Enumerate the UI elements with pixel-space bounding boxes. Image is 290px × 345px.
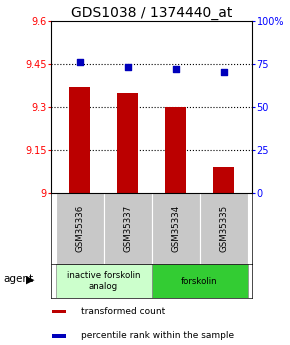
Bar [117,92,138,193]
Point [173,66,178,72]
Bar [69,87,90,193]
Title: GDS1038 / 1374440_at: GDS1038 / 1374440_at [71,6,232,20]
Point [221,70,226,75]
Text: GSM35336: GSM35336 [75,205,84,252]
Bar [52,334,66,337]
Bar [152,264,247,298]
Text: agent: agent [3,275,33,284]
Bar [104,193,151,264]
Bar [213,167,234,193]
Bar [56,264,152,298]
Point [125,65,130,70]
Text: GSM35335: GSM35335 [219,205,228,252]
Text: forskolin: forskolin [181,277,218,286]
Text: GSM35337: GSM35337 [123,205,132,252]
Bar [200,193,247,264]
Text: ▶: ▶ [26,275,35,284]
Point [77,59,82,65]
Bar [52,309,66,313]
Text: percentile rank within the sample: percentile rank within the sample [81,331,234,340]
Text: transformed count: transformed count [81,307,166,316]
Bar [152,193,200,264]
Bar [56,193,104,264]
Text: inactive forskolin
analog: inactive forskolin analog [67,272,140,291]
Bar [165,107,186,193]
Text: GSM35334: GSM35334 [171,205,180,252]
